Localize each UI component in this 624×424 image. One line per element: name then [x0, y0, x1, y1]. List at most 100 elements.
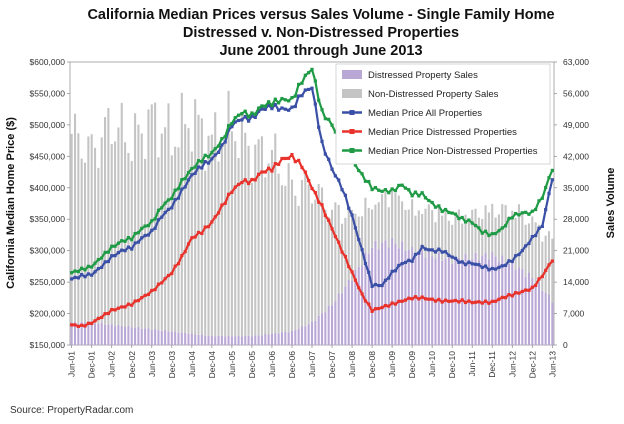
median-price-non-distressed-properties-point: [230, 121, 234, 126]
median-price-distressed-properties-point: [193, 235, 197, 239]
bar-non-distressed: [511, 210, 514, 261]
median-price-distressed-properties-point: [206, 225, 211, 229]
median-price-all-properties-point: [457, 260, 461, 264]
bar-non-distressed: [144, 158, 147, 329]
median-price-all-properties-point: [313, 102, 317, 106]
median-price-non-distressed-properties-point: [320, 108, 324, 112]
median-price-distressed-properties-point: [504, 296, 508, 300]
legend-marker-median-price-all-properties: [349, 110, 355, 115]
median-price-non-distressed-properties-point: [130, 238, 134, 242]
median-price-all-properties-point: [160, 215, 164, 219]
median-price-distressed-properties-point: [510, 294, 514, 298]
bar-distressed: [310, 321, 314, 345]
x-tick-label: Jun-06: [267, 351, 277, 377]
median-price-distressed-properties-point: [473, 300, 478, 304]
median-price-non-distressed-properties-point: [327, 117, 331, 121]
bar-distressed: [464, 254, 467, 345]
bar-distressed: [527, 272, 531, 345]
median-price-distressed-properties-point: [413, 295, 418, 299]
median-price-all-properties-point: [447, 253, 451, 257]
median-price-non-distressed-properties-point: [330, 123, 334, 127]
median-price-non-distressed-properties-point: [190, 166, 194, 171]
x-tick-label: Dec-10: [447, 351, 457, 379]
bar-distressed: [290, 330, 294, 345]
bar-non-distressed: [384, 191, 387, 241]
median-price-all-properties-point: [440, 250, 444, 254]
bar-distressed: [90, 321, 93, 345]
bar-distressed: [244, 335, 247, 345]
bar-non-distressed: [190, 151, 193, 334]
bar-distressed: [160, 330, 163, 345]
right-tick-label: 28,000: [563, 214, 589, 224]
median-price-all-properties-point: [524, 244, 528, 248]
median-price-non-distressed-properties-point: [140, 226, 144, 231]
median-price-non-distressed-properties-point: [527, 212, 531, 216]
median-price-all-properties-point: [360, 248, 364, 252]
bar-non-distressed: [184, 124, 187, 333]
median-price-distressed-properties-point: [507, 293, 511, 297]
median-price-all-properties-point: [477, 263, 481, 267]
bar-non-distressed: [411, 199, 414, 247]
bar-distressed: [521, 269, 524, 345]
bar-non-distressed: [494, 217, 497, 257]
bar-distressed: [204, 335, 207, 345]
median-price-all-properties-point: [510, 259, 514, 264]
median-price-non-distressed-properties-point: [407, 188, 411, 192]
legend-swatch-non-distressed-property-sales: [342, 89, 362, 98]
legend-label-median-price-all-properties: Median Price All Properties: [368, 108, 482, 119]
bar-non-distressed: [160, 133, 163, 331]
median-price-all-properties-point: [120, 248, 124, 252]
bar-non-distressed: [414, 215, 417, 256]
bar-distressed: [491, 252, 494, 345]
bar-distressed: [374, 240, 377, 345]
median-price-non-distressed-properties-point: [226, 124, 231, 128]
median-price-non-distressed-properties-point: [517, 213, 521, 217]
median-price-non-distressed-properties-point: [520, 211, 524, 215]
bar-non-distressed: [424, 208, 427, 258]
median-price-non-distressed-properties-point: [514, 211, 518, 216]
median-price-non-distressed-properties-point: [156, 208, 161, 212]
median-price-distressed-properties-point: [353, 278, 357, 282]
bar-non-distressed: [207, 135, 210, 336]
x-tick-label: Dec-12: [527, 351, 537, 379]
median-price-non-distressed-properties-point: [460, 215, 464, 220]
median-price-non-distressed-properties-point: [297, 82, 301, 86]
bar-distressed: [534, 283, 537, 345]
median-price-non-distressed-properties-point: [216, 144, 221, 148]
median-price-non-distressed-properties-point: [93, 261, 97, 265]
bar-distressed: [511, 260, 514, 345]
median-price-non-distressed-properties-point: [206, 155, 211, 159]
median-price-non-distressed-properties-point: [457, 216, 461, 221]
bar-distressed: [190, 333, 193, 345]
median-price-non-distressed-properties-point: [463, 220, 468, 224]
bar-distressed: [317, 315, 320, 345]
left-tick-label: $400,000: [30, 183, 66, 193]
median-price-non-distressed-properties-point: [76, 270, 80, 274]
median-price-all-properties-point: [547, 191, 551, 196]
median-price-all-properties-point: [173, 198, 177, 202]
median-price-distressed-properties-point: [80, 323, 84, 327]
median-price-non-distressed-properties-point: [153, 217, 157, 221]
median-price-all-properties-point: [103, 260, 107, 264]
median-price-non-distressed-properties-point: [110, 244, 114, 248]
median-price-non-distressed-properties-point: [280, 96, 284, 101]
median-price-distressed-properties-point: [243, 178, 247, 182]
median-price-non-distressed-properties-point: [260, 104, 264, 108]
median-price-distressed-properties-point: [73, 323, 77, 327]
bar-distressed: [461, 262, 464, 345]
source-note: Source: PropertyRadar.com: [10, 405, 133, 416]
bar-non-distressed: [137, 124, 140, 328]
median-price-distressed-properties-point: [297, 158, 301, 163]
bar-non-distressed: [320, 187, 324, 314]
bar-distressed: [377, 249, 380, 345]
bar-distressed: [227, 335, 230, 345]
bar-distressed: [401, 241, 404, 345]
x-tick-label: Jun-11: [467, 351, 477, 377]
median-price-distressed-properties-point: [86, 321, 90, 325]
bar-distressed: [411, 246, 414, 345]
bar-non-distressed: [167, 103, 170, 332]
median-price-all-properties-point: [400, 262, 404, 266]
median-price-non-distressed-properties-point: [430, 200, 434, 205]
median-price-distressed-properties-point: [150, 288, 154, 293]
bar-distressed: [224, 336, 227, 345]
